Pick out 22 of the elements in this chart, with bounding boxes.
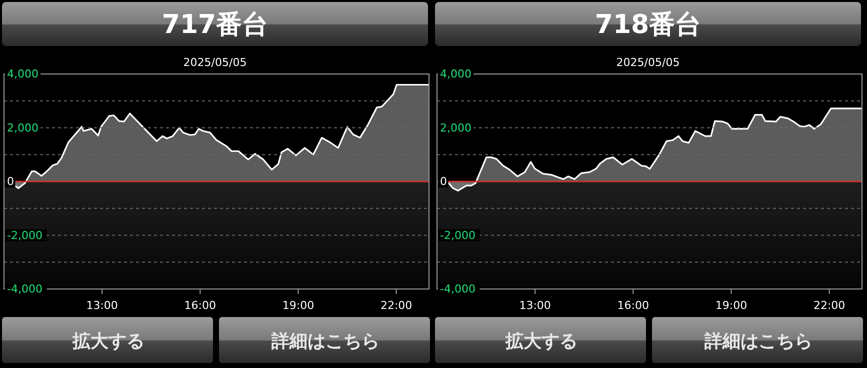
x-tick-label: 13:00 bbox=[86, 299, 118, 312]
y-tick-label: -2,000 bbox=[7, 228, 42, 242]
x-tick-label: 16:00 bbox=[184, 299, 216, 312]
chart-subtitle: 2025/05/05 bbox=[616, 56, 680, 69]
y-tick-label: -4,000 bbox=[440, 282, 476, 296]
x-tick-label: 16:00 bbox=[617, 299, 650, 312]
y-tick-label: 4,000 bbox=[7, 68, 38, 80]
chart-subtitle: 2025/05/05 bbox=[183, 56, 247, 69]
x-tick-label: 22:00 bbox=[813, 299, 846, 312]
y-tick-label: 0 bbox=[440, 175, 447, 188]
y-tick-label: -2,000 bbox=[440, 228, 476, 242]
y-tick-label: 2,000 bbox=[440, 121, 472, 134]
y-tick-label: -4,000 bbox=[7, 282, 42, 296]
chart-title: 718番台 bbox=[594, 10, 702, 40]
x-tick-label: 19:00 bbox=[282, 299, 314, 312]
y-tick-label: 0 bbox=[7, 175, 14, 188]
x-tick-label: 13:00 bbox=[519, 299, 551, 312]
x-tick-label: 22:00 bbox=[380, 299, 412, 312]
y-tick-label: 4,000 bbox=[440, 68, 472, 80]
x-tick-label: 19:00 bbox=[715, 299, 748, 312]
y-tick-label: 2,000 bbox=[7, 121, 38, 134]
chart-title: 717番台 bbox=[162, 10, 268, 40]
